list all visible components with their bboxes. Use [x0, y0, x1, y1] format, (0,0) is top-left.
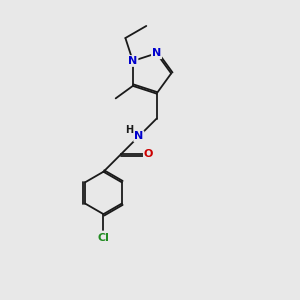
- Text: N: N: [134, 131, 143, 141]
- Text: N: N: [152, 48, 161, 58]
- Text: H: H: [125, 125, 134, 135]
- Text: Cl: Cl: [98, 233, 110, 243]
- Text: N: N: [128, 56, 137, 66]
- Text: O: O: [144, 149, 153, 159]
